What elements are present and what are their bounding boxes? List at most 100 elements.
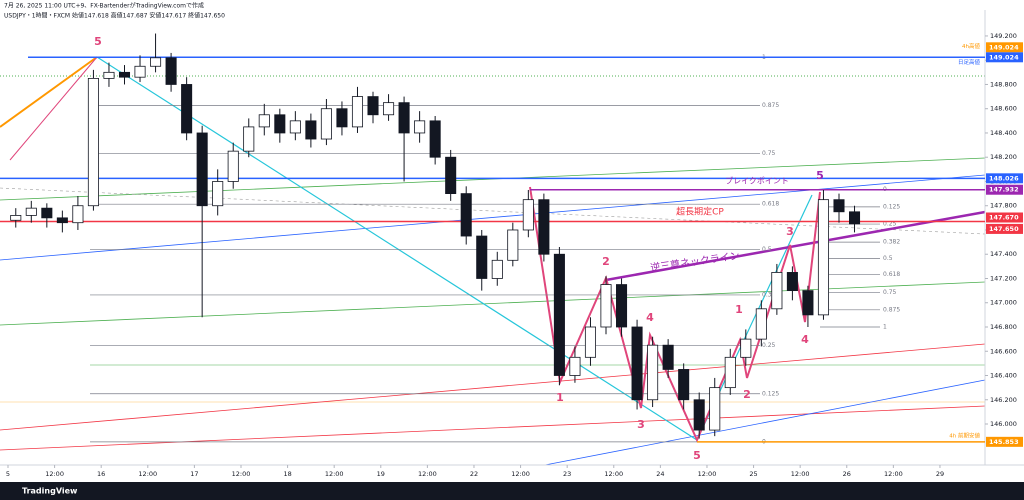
price-tag <box>986 223 1023 234</box>
trend-line <box>544 379 986 466</box>
price-tag-label: 147.650 <box>989 225 1019 233</box>
candle-body <box>25 207 37 216</box>
fib-label: 0.382 <box>883 239 900 246</box>
x-tick-label: 12:00 <box>45 470 64 478</box>
candle-body <box>150 57 162 67</box>
level-note: 4h高値 <box>962 42 980 50</box>
annotation: 2 <box>602 255 610 268</box>
price-tag <box>986 212 1023 223</box>
x-tick-label: 12:00 <box>325 470 344 478</box>
y-tick-label: 146.000 <box>990 420 1017 428</box>
candle-body <box>678 369 690 401</box>
y-tick-label: 147.000 <box>990 299 1017 307</box>
y-tick-label: 147.400 <box>990 250 1017 258</box>
price-tag <box>986 173 1023 184</box>
candle-body <box>258 114 270 128</box>
x-tick-label: 12:00 <box>138 470 157 478</box>
price-tag-label: 147.932 <box>989 186 1019 194</box>
symbol-line: USDJPY・1時間・FXCM 始値147.618 高値147.687 安値14… <box>4 12 225 20</box>
fib-label: 0.618 <box>883 271 900 278</box>
candle-body <box>802 290 814 316</box>
x-tick-label: 12:00 <box>232 470 251 478</box>
x-tick-label: 25 <box>749 470 757 478</box>
x-tick-label: 12:00 <box>884 470 903 478</box>
candle-body <box>72 205 84 224</box>
candle-body <box>600 284 612 328</box>
trend-line <box>9 56 98 161</box>
y-tick-label: 146.200 <box>990 396 1017 404</box>
candle-body <box>336 108 348 128</box>
annotation: 1 <box>735 303 743 316</box>
candle-body <box>647 344 659 401</box>
trend-line <box>96 56 698 441</box>
trend-line <box>0 343 986 431</box>
y-tick-label: 146.800 <box>990 323 1017 331</box>
x-tick-label: 22 <box>470 470 478 478</box>
candle-body <box>507 229 519 261</box>
candle-body <box>771 272 783 310</box>
level-note: 4h 前期安値 <box>949 431 980 439</box>
candle-body <box>320 108 332 140</box>
trend-line <box>0 405 986 451</box>
candle-body <box>709 387 721 431</box>
candle-body <box>445 156 457 195</box>
candle-body <box>849 211 861 225</box>
fib-label: 0.75 <box>762 150 776 157</box>
fib-label: 0.382 <box>762 291 779 298</box>
candle-body <box>553 253 565 376</box>
annotation: ブレイクポイント <box>725 176 789 186</box>
annotation: 3 <box>637 418 645 431</box>
x-tick-label: 12:00 <box>511 470 530 478</box>
candle-body <box>584 326 596 358</box>
footer-bar <box>0 482 1024 500</box>
fib-label: 0.5 <box>883 255 893 262</box>
x-tick-label: 19 <box>377 470 385 478</box>
annotation: 3 <box>786 225 794 238</box>
candle-body <box>196 132 208 207</box>
annotation: 5 <box>94 35 102 48</box>
price-tag-label: 145.853 <box>989 438 1019 446</box>
y-tick-label: 146.400 <box>990 372 1017 380</box>
brand: TradingView <box>22 487 78 496</box>
candle-body <box>491 259 503 279</box>
price-tag <box>986 52 1023 63</box>
candle-body <box>289 120 301 134</box>
candle-body <box>274 114 286 134</box>
candle-body <box>56 217 68 224</box>
y-tick-label: 148.800 <box>990 80 1017 88</box>
y-tick-label: 148.400 <box>990 129 1017 137</box>
candle-body <box>817 199 829 316</box>
candle-body <box>41 207 53 219</box>
x-tick-label: 29 <box>936 470 944 478</box>
annotation: 4 <box>646 311 654 324</box>
price-tag <box>986 42 1023 53</box>
candle-body <box>351 96 364 128</box>
candle-body <box>616 284 628 328</box>
candle-body <box>631 326 643 401</box>
candle-body <box>569 356 581 376</box>
x-tick-label: 23 <box>563 470 571 478</box>
y-tick-label: 147.800 <box>990 202 1017 210</box>
candle-body <box>662 344 674 370</box>
price-tag-label: 147.670 <box>989 213 1019 221</box>
price-tag-label: 149.024 <box>989 53 1019 61</box>
candle-body <box>833 199 845 213</box>
fib-label: 0.875 <box>883 306 900 313</box>
candle-body <box>786 272 798 292</box>
price-tag <box>986 184 1023 195</box>
candle-body <box>476 235 488 279</box>
x-tick-label: 12:00 <box>604 470 623 478</box>
candle-body <box>398 102 410 134</box>
candle-body <box>10 215 22 221</box>
candle-body <box>243 126 255 152</box>
x-tick-label: 12:00 <box>698 470 717 478</box>
x-tick-label: 5 <box>6 470 10 478</box>
y-tick-label: 148.200 <box>990 153 1017 161</box>
candle-body <box>383 102 395 116</box>
x-tick-label: 17 <box>190 470 198 478</box>
fib-label: 0.25 <box>762 342 776 349</box>
candle-body <box>134 65 146 78</box>
x-tick-label: 18 <box>283 470 291 478</box>
candle-body <box>103 71 115 79</box>
candle-body <box>181 84 193 134</box>
